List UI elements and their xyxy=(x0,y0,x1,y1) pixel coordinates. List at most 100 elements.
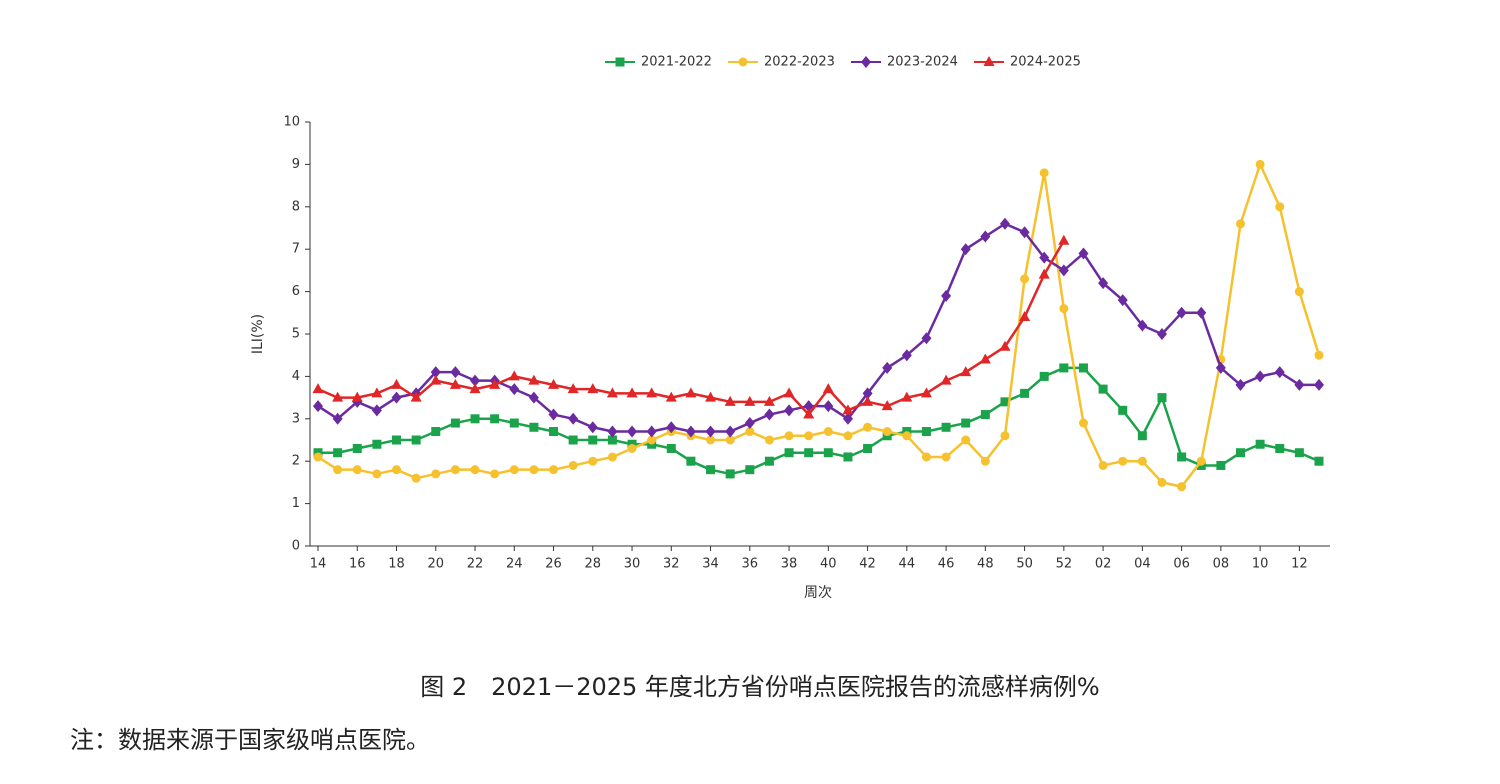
x-tick-label: 42 xyxy=(859,557,876,572)
data-point xyxy=(1039,251,1050,264)
caption: 图 2 2021－2025 年度北方省份哨点医院报告的流感样病例% xyxy=(420,673,1100,701)
data-point xyxy=(1255,370,1266,383)
x-axis-label: 周次 xyxy=(804,585,832,601)
y-tick-label: 10 xyxy=(283,115,300,130)
data-point xyxy=(411,473,421,483)
data-point xyxy=(862,395,874,406)
data-point xyxy=(410,391,422,402)
data-point xyxy=(960,243,971,256)
data-point xyxy=(1177,482,1187,492)
x-tick-label: 24 xyxy=(506,557,523,572)
legend-label: 2023-2024 xyxy=(887,55,958,70)
data-point xyxy=(1294,287,1304,297)
data-point xyxy=(470,374,481,387)
data-point xyxy=(725,425,736,438)
data-point xyxy=(1058,264,1069,277)
data-point xyxy=(392,435,402,445)
data-point xyxy=(1059,363,1069,373)
data-point xyxy=(804,431,814,441)
y-tick-label: 1 xyxy=(292,496,300,511)
data-point xyxy=(313,400,323,413)
data-point xyxy=(745,465,755,475)
data-point xyxy=(1196,306,1207,319)
data-point xyxy=(1314,456,1324,466)
data-point xyxy=(1216,460,1226,470)
data-point xyxy=(469,383,481,394)
data-point xyxy=(941,452,951,462)
x-tick-label: 52 xyxy=(1056,557,1073,572)
series-line xyxy=(317,163,1321,488)
data-point xyxy=(902,431,912,441)
data-point xyxy=(763,395,775,406)
y-axis-label: ILI(%) xyxy=(250,314,266,354)
data-point xyxy=(509,465,519,475)
data-point xyxy=(313,452,323,462)
data-point xyxy=(333,448,343,458)
data-point xyxy=(567,383,579,394)
data-point xyxy=(431,427,441,437)
data-point xyxy=(1235,448,1245,458)
data-point xyxy=(332,412,343,425)
x-tick-label: 34 xyxy=(702,557,719,572)
x-tick-label: 46 xyxy=(938,557,955,572)
data-point xyxy=(901,349,912,362)
x-tick-label: 28 xyxy=(585,557,602,572)
data-point xyxy=(1000,431,1010,441)
data-point xyxy=(352,443,362,453)
data-point xyxy=(392,465,402,475)
data-point xyxy=(647,435,657,445)
data-point xyxy=(391,391,402,404)
data-point xyxy=(764,408,775,421)
data-point xyxy=(921,332,932,345)
data-point xyxy=(607,452,617,462)
y-tick-label: 3 xyxy=(292,411,300,426)
data-point xyxy=(1098,277,1109,290)
data-point xyxy=(901,391,913,402)
series-line xyxy=(318,366,1320,476)
data-point xyxy=(1019,311,1031,322)
y-tick-label: 8 xyxy=(292,199,300,214)
data-point xyxy=(1118,456,1128,466)
data-point xyxy=(1314,378,1324,391)
data-point xyxy=(764,435,774,445)
data-point xyxy=(980,410,990,420)
data-point xyxy=(588,456,598,466)
x-tick-label: 08 xyxy=(1213,557,1230,572)
data-point xyxy=(745,427,755,437)
data-point xyxy=(450,465,460,475)
legend-label: 2024-2025 xyxy=(1010,55,1081,70)
data-point xyxy=(686,456,696,466)
data-point xyxy=(646,425,657,438)
data-point xyxy=(351,391,363,402)
x-tick-label: 10 xyxy=(1252,557,1269,572)
data-point xyxy=(1078,247,1089,260)
data-point xyxy=(332,391,344,402)
y-tick-label: 4 xyxy=(292,369,300,384)
data-point xyxy=(863,443,873,453)
data-point xyxy=(1215,361,1226,374)
legend-marker xyxy=(615,57,625,67)
data-point xyxy=(823,427,833,437)
data-point xyxy=(431,469,441,479)
data-point xyxy=(312,383,324,394)
data-point xyxy=(725,435,735,445)
data-point xyxy=(705,391,717,402)
data-point xyxy=(1255,439,1265,449)
data-point xyxy=(685,387,697,398)
data-point xyxy=(823,448,833,458)
data-point xyxy=(1235,378,1246,391)
data-point xyxy=(646,387,658,398)
data-point xyxy=(588,435,598,445)
data-point xyxy=(627,425,638,438)
data-point xyxy=(450,366,461,379)
data-point xyxy=(725,469,735,479)
data-point xyxy=(568,435,578,445)
data-point xyxy=(804,448,814,458)
data-point xyxy=(450,418,460,428)
data-point xyxy=(549,427,559,437)
x-tick-label: 30 xyxy=(624,557,641,572)
legend-marker xyxy=(738,57,748,67)
data-point xyxy=(1137,319,1148,332)
data-point xyxy=(784,448,794,458)
